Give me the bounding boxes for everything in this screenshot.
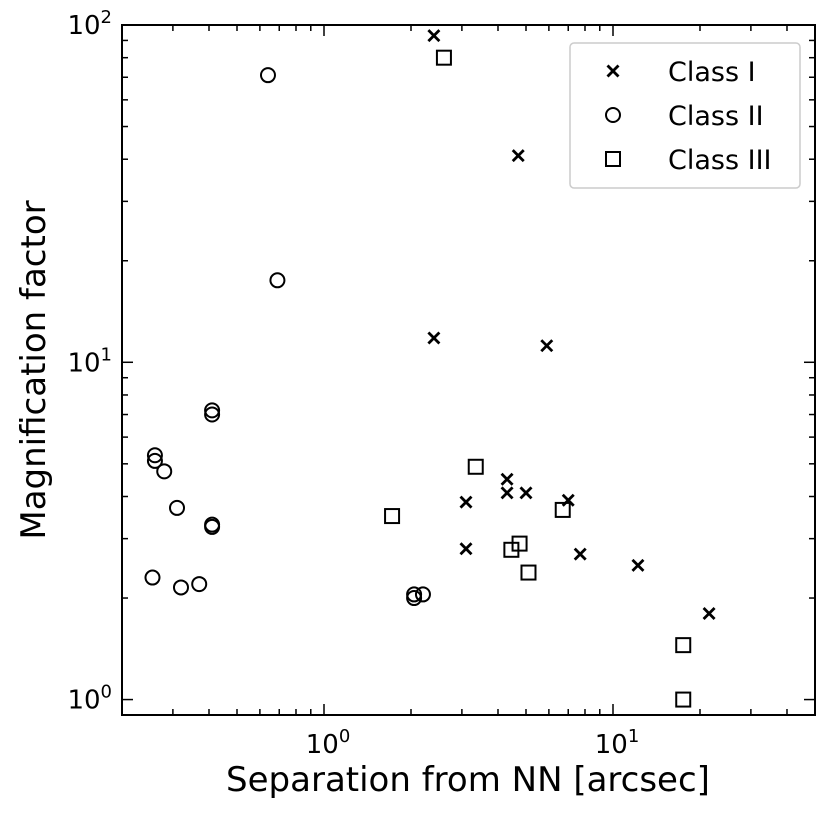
legend-box xyxy=(569,42,801,189)
y-axis-label: Magnification factor xyxy=(14,200,54,539)
data-point-class-i xyxy=(540,339,554,353)
data-point-class-iii xyxy=(520,564,537,581)
legend: Class I Class II Class III xyxy=(569,42,801,189)
y-tick-label: 101 xyxy=(67,344,112,378)
data-point-class-ii xyxy=(146,447,163,464)
data-marks xyxy=(144,29,716,708)
data-point-class-ii xyxy=(204,402,221,419)
data-point-class-ii xyxy=(144,569,161,586)
data-point-class-i xyxy=(511,149,525,163)
axis-ticks xyxy=(121,24,816,716)
data-point-class-iii xyxy=(503,541,520,558)
data-point-class-ii xyxy=(259,67,276,84)
plot-frame xyxy=(121,24,816,716)
data-point-class-i xyxy=(427,331,441,345)
x-tick-label: 101 xyxy=(595,726,640,760)
legend-marker-class-i xyxy=(606,64,620,78)
data-point-class-iii xyxy=(467,458,484,475)
legend-label: Class III xyxy=(668,145,772,176)
x-tick-label: 100 xyxy=(306,726,351,760)
legend-entry-class-ii: Class II xyxy=(605,101,764,132)
legend-marker-class-iii xyxy=(605,151,621,167)
data-point-class-i xyxy=(459,542,473,556)
legend-label: Class I xyxy=(668,57,756,88)
data-point-class-i xyxy=(427,29,441,43)
data-point-class-ii xyxy=(406,590,423,607)
legend-label: Class II xyxy=(668,101,764,132)
data-point-class-i xyxy=(702,606,716,620)
data-point-class-i xyxy=(500,472,514,486)
legend-entry-class-i: Class I xyxy=(606,57,756,88)
data-point-class-iii xyxy=(384,508,401,525)
data-point-class-ii xyxy=(172,579,189,596)
data-point-class-iii xyxy=(675,637,692,654)
data-point-class-i xyxy=(573,547,587,561)
data-point-class-iii xyxy=(675,691,692,708)
data-point-class-i xyxy=(519,486,533,500)
legend-marker-class-ii xyxy=(605,107,621,123)
data-point-class-iii xyxy=(435,49,452,66)
data-point-class-ii xyxy=(204,518,221,535)
data-point-class-ii xyxy=(146,452,163,469)
data-point-class-i xyxy=(459,495,473,509)
data-point-class-ii xyxy=(156,463,173,480)
data-point-class-iii xyxy=(554,501,571,518)
data-point-class-ii xyxy=(169,499,186,516)
tick-labels: 100 101 100 101 102 xyxy=(67,7,639,760)
data-point-class-ii xyxy=(191,576,208,593)
data-point-class-i xyxy=(500,486,514,500)
legend-entry-class-iii: Class III xyxy=(605,145,772,176)
x-axis-label: Separation from NN [arcsec] xyxy=(226,760,710,800)
data-point-class-ii xyxy=(204,406,221,423)
data-point-class-i xyxy=(631,558,645,572)
y-tick-label: 102 xyxy=(67,7,112,41)
data-point-class-i xyxy=(561,493,575,507)
y-tick-label: 100 xyxy=(67,682,112,716)
data-point-class-ii xyxy=(414,586,431,603)
data-point-class-ii xyxy=(269,272,286,289)
